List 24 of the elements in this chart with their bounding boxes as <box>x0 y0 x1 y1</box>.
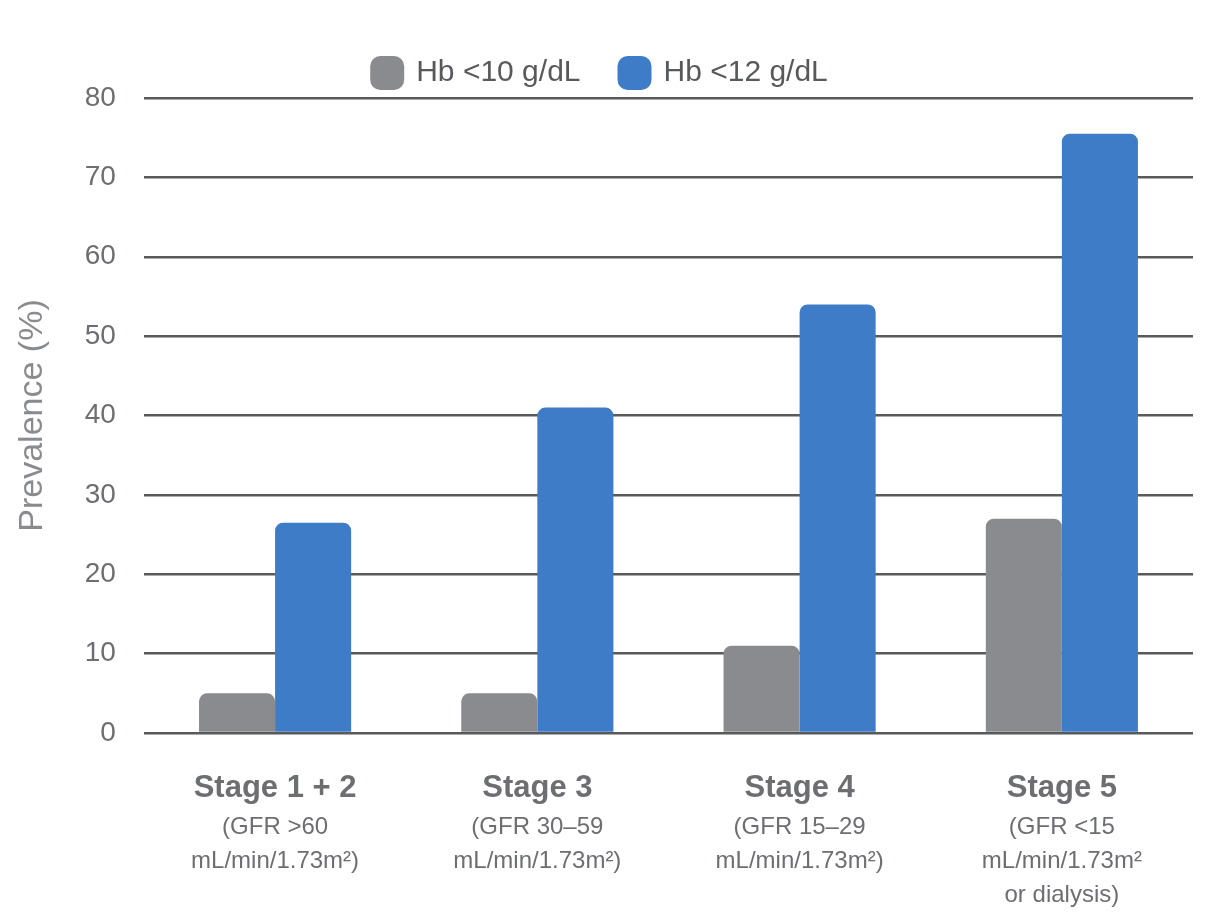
legend-label: Hb <10 g/dL <box>416 54 581 88</box>
y-tick-label: 50 <box>84 318 116 350</box>
y-tick-label: 80 <box>84 80 116 112</box>
y-tick-label: 60 <box>84 239 116 271</box>
bar <box>1061 133 1138 732</box>
x-tick-label: Stage 5 (GFR <15 mL/min/1.73m² or dialysis) <box>981 769 1142 907</box>
y-tick-label: 40 <box>84 398 116 430</box>
y-tick-label: 20 <box>84 556 116 588</box>
bar <box>275 522 352 732</box>
x-tick-label: Stage 4 (GFR 15–29 mL/min/1.73m²) <box>715 769 884 873</box>
bar <box>461 693 538 732</box>
bar <box>799 304 876 732</box>
y-tick-label: 30 <box>84 477 116 509</box>
legend-label: Hb <12 g/dL <box>663 54 828 88</box>
y-tick-label: 10 <box>84 636 116 668</box>
y-tick-label: 70 <box>84 160 116 192</box>
x-tick-label: Stage 3 (GFR 30–59 mL/min/1.73m²) <box>453 769 622 873</box>
y-tick-label: 0 <box>100 715 116 747</box>
x-tick-label: Stage 1 + 2 (GFR >60 mL/min/1.73m²) <box>191 769 360 873</box>
bar <box>985 518 1062 732</box>
bar <box>199 693 276 732</box>
y-axis-title: Prevalence (%) <box>10 299 49 532</box>
bar <box>723 645 800 732</box>
bar <box>537 407 614 732</box>
